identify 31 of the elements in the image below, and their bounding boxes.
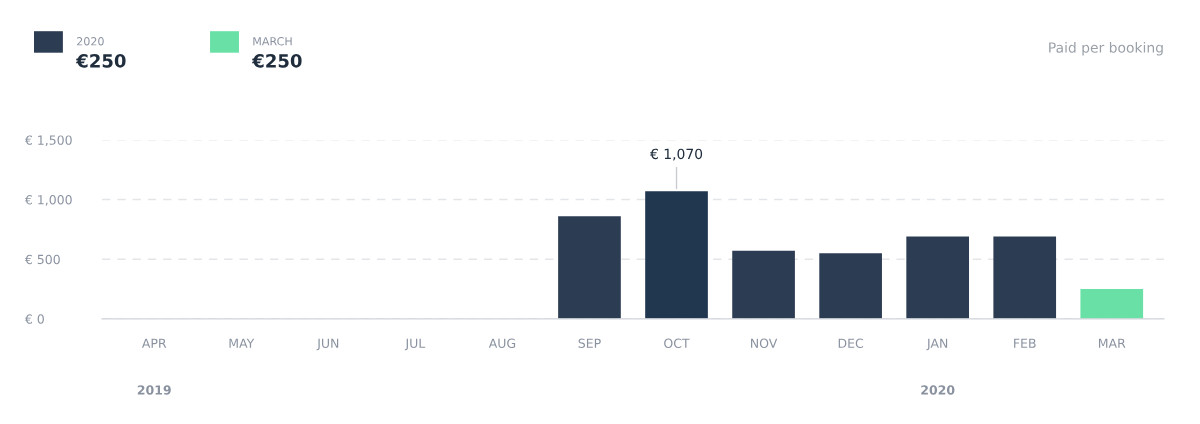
x-tick-label: JUN <box>316 338 339 351</box>
text: €250 <box>75 53 126 68</box>
text: 2020 <box>921 385 955 395</box>
x-tick-label: APR <box>141 338 167 348</box>
bar <box>993 236 1057 319</box>
x-tick-label: JAN <box>926 338 948 351</box>
x-tick-label: DEC <box>838 338 864 348</box>
bar <box>732 250 795 319</box>
y-tick-label: € 1,500 <box>24 135 72 147</box>
x-tick-label: FEB <box>1014 338 1036 348</box>
annotation: € 1,070 <box>650 148 703 161</box>
y-tick-label: € 500 <box>24 254 60 265</box>
y-tick-label: € 0 <box>24 314 44 324</box>
chart-subtitle: Paid per booking <box>1049 42 1163 56</box>
x-tick-label: SEP <box>578 338 601 348</box>
text: €250 <box>251 53 302 68</box>
y-tick-label: € 1,000 <box>24 195 72 206</box>
text: 2019 <box>137 385 171 395</box>
x-tick-label: JUL <box>404 338 426 351</box>
bar <box>819 253 882 319</box>
x-tick-label: AUG <box>488 338 516 348</box>
x-tick-label: NOV <box>751 338 778 348</box>
bar <box>645 191 708 319</box>
bar <box>1080 289 1144 319</box>
x-tick-label: MAY <box>229 338 255 348</box>
legend-label: 2020 <box>77 37 104 46</box>
bar <box>906 236 970 319</box>
x-tick-label: MAR <box>1098 338 1126 348</box>
bar <box>558 216 621 319</box>
legend-label: MARCH <box>253 37 292 46</box>
x-tick-label: OCT <box>664 338 690 348</box>
